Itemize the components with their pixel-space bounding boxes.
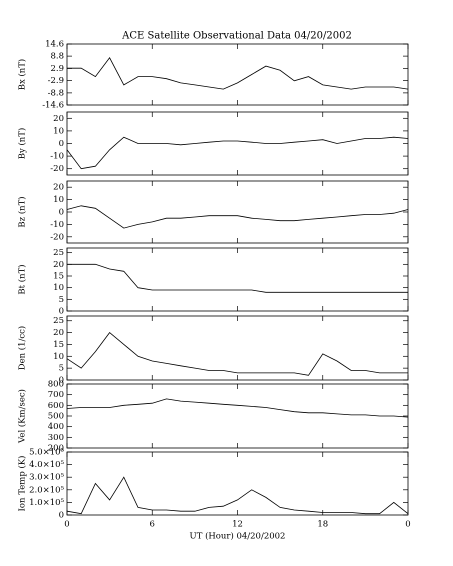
y-tick-label: 3.0×10⁵ <box>29 473 64 483</box>
y-tick-label: -2.9 <box>48 76 64 86</box>
panel-frame <box>66 451 409 516</box>
y-tick-label: 20 <box>53 114 64 124</box>
panel-frame <box>66 111 409 176</box>
y-tick-label: -10 <box>50 152 64 162</box>
y-axis-label: Den (1/cc) <box>17 326 28 370</box>
y-tick-label: 8.8 <box>50 52 64 62</box>
y-tick-label: -20 <box>50 232 64 242</box>
y-tick-label: 25 <box>53 316 64 326</box>
y-tick-label: -10 <box>50 220 64 230</box>
y-tick-label: 5 <box>59 364 64 374</box>
y-axis-label: Bz (nT) <box>17 196 28 227</box>
y-tick-label: 10 <box>53 352 64 362</box>
y-tick-label: 0 <box>59 376 64 386</box>
y-axis-label: Bt (nT) <box>17 264 28 294</box>
data-line <box>66 136 409 170</box>
y-tick-label: 2.0×10⁵ <box>29 485 64 495</box>
y-axis-label: By (nT) <box>17 128 28 160</box>
y-tick-label: 10 <box>53 283 64 293</box>
x-axis-label: UT (Hour) 04/20/2002 <box>190 531 286 542</box>
y-tick-label: -8.8 <box>48 88 64 98</box>
data-line <box>66 398 409 418</box>
y-tick-label: 4.0×10⁵ <box>29 460 64 470</box>
y-tick-label: 2.9 <box>50 64 64 74</box>
y-axis-label: Bx (nT) <box>17 59 28 91</box>
y-tick-label: 20 <box>53 260 64 270</box>
y-tick-label: 0 <box>59 307 64 317</box>
y-tick-label: 15 <box>53 340 64 350</box>
panel-frame <box>66 180 409 244</box>
y-tick-label: 1.0×10⁵ <box>29 498 64 508</box>
x-tick-label: 18 <box>317 520 328 530</box>
y-tick-label: 20 <box>53 183 64 193</box>
panel-frame <box>66 383 409 449</box>
y-tick-label: -14.6 <box>42 101 64 111</box>
data-line <box>67 263 408 293</box>
data-line <box>66 332 408 376</box>
x-tick-label: 6 <box>150 520 155 530</box>
y-tick-label: 0 <box>59 139 64 149</box>
data-line <box>67 57 409 90</box>
y-tick-label: 10 <box>53 195 64 205</box>
y-tick-label: 400 <box>48 422 64 432</box>
x-tick-label: 0 <box>405 520 410 530</box>
y-axis-label: Ion Temp (K) <box>17 456 28 512</box>
y-tick-label: 300 <box>48 433 64 443</box>
y-tick-label: 500 <box>48 412 64 422</box>
y-tick-label: 20 <box>53 328 64 338</box>
y-tick-label: 15 <box>53 272 64 282</box>
y-tick-label: 0 <box>59 511 64 521</box>
y-tick-label: 25 <box>53 248 64 258</box>
panel-frame <box>66 247 409 312</box>
x-tick-label: 12 <box>232 520 243 530</box>
y-tick-label: 5.0×10⁵ <box>29 448 64 458</box>
y-tick-label: 5 <box>59 295 64 305</box>
y-tick-label: 14.6 <box>45 40 64 50</box>
y-axis-label: Vel (Km/sec) <box>17 389 28 444</box>
y-tick-label: 10 <box>53 126 64 136</box>
y-tick-label: 700 <box>48 390 64 400</box>
y-tick-label: 0 <box>59 208 64 218</box>
y-tick-label: -20 <box>50 164 64 174</box>
y-tick-label: 200 <box>48 444 64 454</box>
data-line <box>66 476 409 515</box>
x-tick-label: 0 <box>64 520 69 530</box>
y-tick-label: 800 <box>48 380 64 390</box>
chart-title: ACE Satellite Observational Data 04/20/2… <box>121 31 352 42</box>
y-tick-label: 600 <box>48 401 64 411</box>
data-line <box>66 205 409 229</box>
